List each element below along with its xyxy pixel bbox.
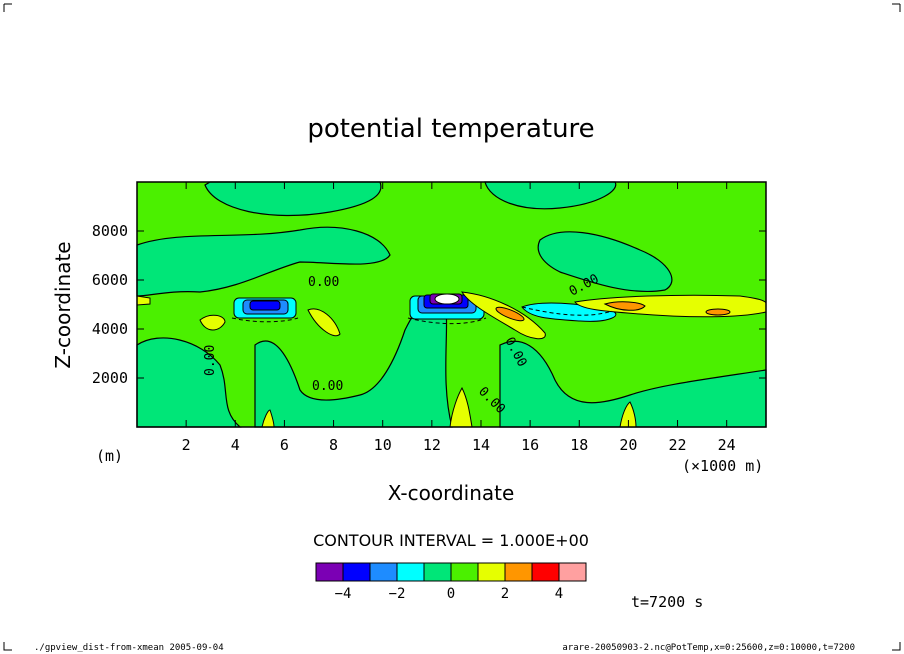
footer-left: ./gpview_dist-from-xmean 2005-09-04 xyxy=(34,643,224,653)
contour-label: 0.00 xyxy=(308,275,339,290)
colorbar-swatch xyxy=(558,562,587,582)
zone-lower-left xyxy=(136,337,242,428)
colorbar: −4 −2 0 2 4 xyxy=(315,562,587,602)
streak-mid-orange xyxy=(495,306,525,322)
streak-bottom-yellow xyxy=(449,386,473,428)
negative-zones xyxy=(136,181,767,428)
streak-leftmid-yellow xyxy=(307,308,341,337)
colorbar-swatch xyxy=(450,562,479,582)
time-label: t=7200 s xyxy=(631,593,703,611)
colorbar-swatch xyxy=(342,562,371,582)
colorbar-swatch xyxy=(504,562,533,582)
x-unit-label: (×1000 m) xyxy=(682,457,763,475)
x-tick-label: 12 xyxy=(423,436,441,454)
x-tick-label: 2 xyxy=(182,436,191,454)
contour-label: 0.00 xyxy=(203,345,218,376)
streak-bottom2-yellow xyxy=(619,401,637,428)
y-unit-label: (m) xyxy=(96,447,123,465)
colorbar-tick-label: −2 xyxy=(389,586,406,602)
contour-interval-label: CONTOUR INTERVAL = 1.000E+00 xyxy=(313,531,589,550)
colorbar-tick-label: 4 xyxy=(555,586,563,602)
y-tick-label: 4000 xyxy=(92,320,128,338)
zone-right-upper xyxy=(537,231,673,293)
streak-bottom3-yellow xyxy=(261,409,275,428)
chart-title: potential temperature xyxy=(307,114,594,144)
negative-cores xyxy=(233,293,617,322)
zone-top-left xyxy=(204,181,382,217)
streak-left-yellow xyxy=(199,314,226,331)
plot-frame xyxy=(136,181,767,428)
colorbar-swatch xyxy=(531,562,560,582)
streak-right-orange xyxy=(603,301,646,311)
x-tick-label: 4 xyxy=(231,436,240,454)
colorbar-swatch xyxy=(477,562,506,582)
x-tick-label: 14 xyxy=(472,436,490,454)
zone-upper-left xyxy=(136,226,391,297)
plot-area: 0.00 0.00 0.00 0.00 0.00 0.00 xyxy=(136,181,767,428)
core-left-inner xyxy=(249,300,281,311)
positive-streaks xyxy=(136,291,767,428)
dashed-contours xyxy=(231,306,613,325)
y-axis: 2000 4000 6000 8000 xyxy=(92,222,766,387)
x-tick-label: 18 xyxy=(570,436,588,454)
zone-top-right xyxy=(484,181,617,210)
x-tick-label: 22 xyxy=(669,436,687,454)
corner-marks xyxy=(3,3,901,651)
zone-lower-mid xyxy=(254,295,453,428)
colorbar-swatch xyxy=(423,562,452,582)
streak-right-orange-2 xyxy=(705,308,731,316)
x-tick-label: 20 xyxy=(619,436,637,454)
y-axis-label: Z-coordinate xyxy=(51,241,75,368)
x-tick-label: 24 xyxy=(718,436,736,454)
y-tick-label: 8000 xyxy=(92,222,128,240)
colorbar-swatch xyxy=(369,562,398,582)
colorbar-swatch xyxy=(396,562,425,582)
colorbar-swatch xyxy=(315,562,344,582)
colorbar-tick-label: 2 xyxy=(501,586,509,602)
x-tick-label: 6 xyxy=(280,436,289,454)
x-tick-label: 10 xyxy=(374,436,392,454)
zone-lower-right xyxy=(499,340,767,428)
footer-right: arare-20050903-2.nc@PotTemp,x=0:25600,z=… xyxy=(562,643,855,653)
colorbar-tick-label: −4 xyxy=(335,586,352,602)
y-tick-label: 2000 xyxy=(92,369,128,387)
streak-edge-left xyxy=(136,295,151,306)
x-tick-label: 16 xyxy=(521,436,539,454)
y-tick-label: 6000 xyxy=(92,271,128,289)
colorbar-tick-label: 0 xyxy=(447,586,455,602)
x-tick-label: 8 xyxy=(329,436,338,454)
x-axis-label: X-coordinate xyxy=(388,481,515,505)
contour-label: 0.00 xyxy=(312,379,343,394)
x-axis: 2 4 6 8 10 12 14 16 18 20 22 24 xyxy=(182,182,736,454)
core-mid-white xyxy=(434,293,460,305)
